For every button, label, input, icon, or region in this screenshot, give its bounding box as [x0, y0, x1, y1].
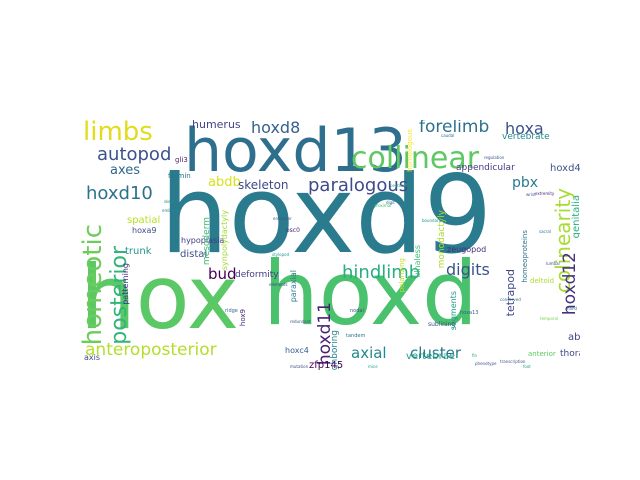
cloud-word: homologous — [406, 129, 414, 172]
cloud-word: deltoid — [530, 277, 555, 285]
cloud-word: elements — [269, 282, 288, 287]
cloud-word: collinear — [351, 141, 480, 176]
cloud-word: nodal — [350, 308, 364, 314]
cloud-word: patterning — [121, 263, 130, 305]
cloud-word: redundant — [290, 319, 311, 324]
cloud-word: zeugopod — [447, 245, 487, 254]
cloud-word: abdb — [208, 175, 241, 190]
cloud-word: gli3 — [175, 156, 188, 164]
cloud-word: hand — [567, 306, 578, 311]
cloud-word: digits — [446, 260, 490, 279]
cloud-word: abd-b — [568, 332, 580, 343]
cloud-word: genitalia — [571, 195, 580, 239]
cloud-word: synpolydactyly — [220, 210, 229, 271]
cloud-word: humerus — [192, 120, 241, 131]
cloud-word: sacral — [539, 229, 551, 234]
cloud-word: hox9 — [239, 309, 247, 327]
cloud-word: homeoproteins — [521, 230, 529, 283]
cloud-word: embryos — [162, 208, 180, 213]
cloud-word: hoxa — [505, 120, 544, 138]
cloud-word: polarizing — [398, 258, 406, 293]
cloud-word: paralogous — [308, 175, 409, 196]
cloud-word: thoracic — [560, 349, 580, 359]
cloud-word: digit — [386, 200, 395, 205]
cloud-word: hoxd8 — [251, 120, 301, 137]
cloud-word: anteroposterior — [85, 340, 217, 360]
cloud-word: pbx — [512, 175, 539, 191]
word-cloud: hoxd9 hoxd hox hoxd13 collinear limbs homeotic… — [80, 120, 580, 370]
cloud-word: pectoral — [390, 183, 407, 188]
cloud-word: hoxc4 — [285, 346, 309, 355]
cloud-word: hoxd — [263, 242, 478, 345]
cloud-word: forelimb — [419, 120, 490, 137]
cloud-word: regulation — [484, 155, 505, 160]
cloud-word: axis — [84, 353, 101, 362]
cloud-word: cluster — [410, 344, 462, 362]
cloud-word: hoxd10 — [86, 183, 153, 204]
cloud-word: paraxial — [289, 270, 298, 303]
cloud-word: axes — [110, 163, 141, 178]
cloud-word: caudal — [441, 133, 455, 138]
cloud-word: distal — [180, 249, 208, 260]
cloud-word: vertebrae — [406, 351, 455, 362]
cloud-word: zfp145 — [309, 360, 344, 371]
cloud-word: mutation — [290, 364, 309, 369]
cloud-word: ridge — [225, 308, 238, 314]
cloud-word: phenotype — [475, 361, 497, 366]
cloud-word: hypoplasia — [181, 236, 225, 245]
cloud-word: appendicular — [456, 163, 515, 173]
cloud-word: proximal — [374, 203, 392, 208]
cloud-word: hindlimb — [342, 262, 421, 283]
cloud-word: hoxd9 — [160, 153, 493, 278]
cloud-word: hoxa9 — [132, 226, 157, 235]
cloud-word: hox — [80, 246, 239, 349]
cloud-word: vertebrate — [502, 132, 550, 142]
cloud-word: temporal — [540, 316, 559, 321]
cloud-word: limbs — [83, 120, 153, 147]
cloud-word: boundaries — [422, 218, 445, 223]
cloud-word: trunk — [125, 246, 152, 257]
cloud-word: mice — [368, 364, 378, 369]
cloud-word: transcription — [500, 359, 526, 364]
cloud-word: hoxd13 — [184, 120, 407, 186]
cloud-word: homeotic — [80, 224, 108, 346]
cloud-word: wrist — [526, 192, 536, 197]
cloud-word: fin — [472, 353, 478, 358]
cloud-word: hoxd4 — [550, 163, 580, 174]
cloud-word: anterior — [528, 350, 556, 358]
cloud-word: ulnaless — [413, 245, 422, 278]
cloud-word: foot — [523, 364, 531, 369]
cloud-word: lumbar — [546, 261, 561, 266]
cloud-word: hoxa13 — [460, 310, 479, 316]
cloud-word: conserved — [500, 297, 521, 302]
cloud-word: sublining — [428, 321, 456, 328]
cloud-word: skeletal — [164, 199, 180, 204]
cloud-word: extremity — [535, 191, 555, 196]
cloud-word: axial — [351, 344, 387, 362]
cloud-word: bud — [208, 265, 237, 283]
cloud-word: deformity — [235, 270, 279, 280]
cloud-word: stylopod — [272, 252, 290, 257]
cloud-word: skeleton — [238, 178, 289, 192]
cloud-word: osc0 — [286, 227, 300, 234]
cloud-word: enhancer — [273, 216, 292, 221]
cloud-word: tandem — [346, 333, 366, 339]
cloud-word: autopod — [97, 144, 172, 165]
cloud-word: formin — [168, 172, 191, 180]
cloud-word: spatial — [127, 215, 161, 226]
cloud-word: mesoderm — [202, 217, 212, 266]
cloud-word: tetrapod — [504, 269, 517, 317]
